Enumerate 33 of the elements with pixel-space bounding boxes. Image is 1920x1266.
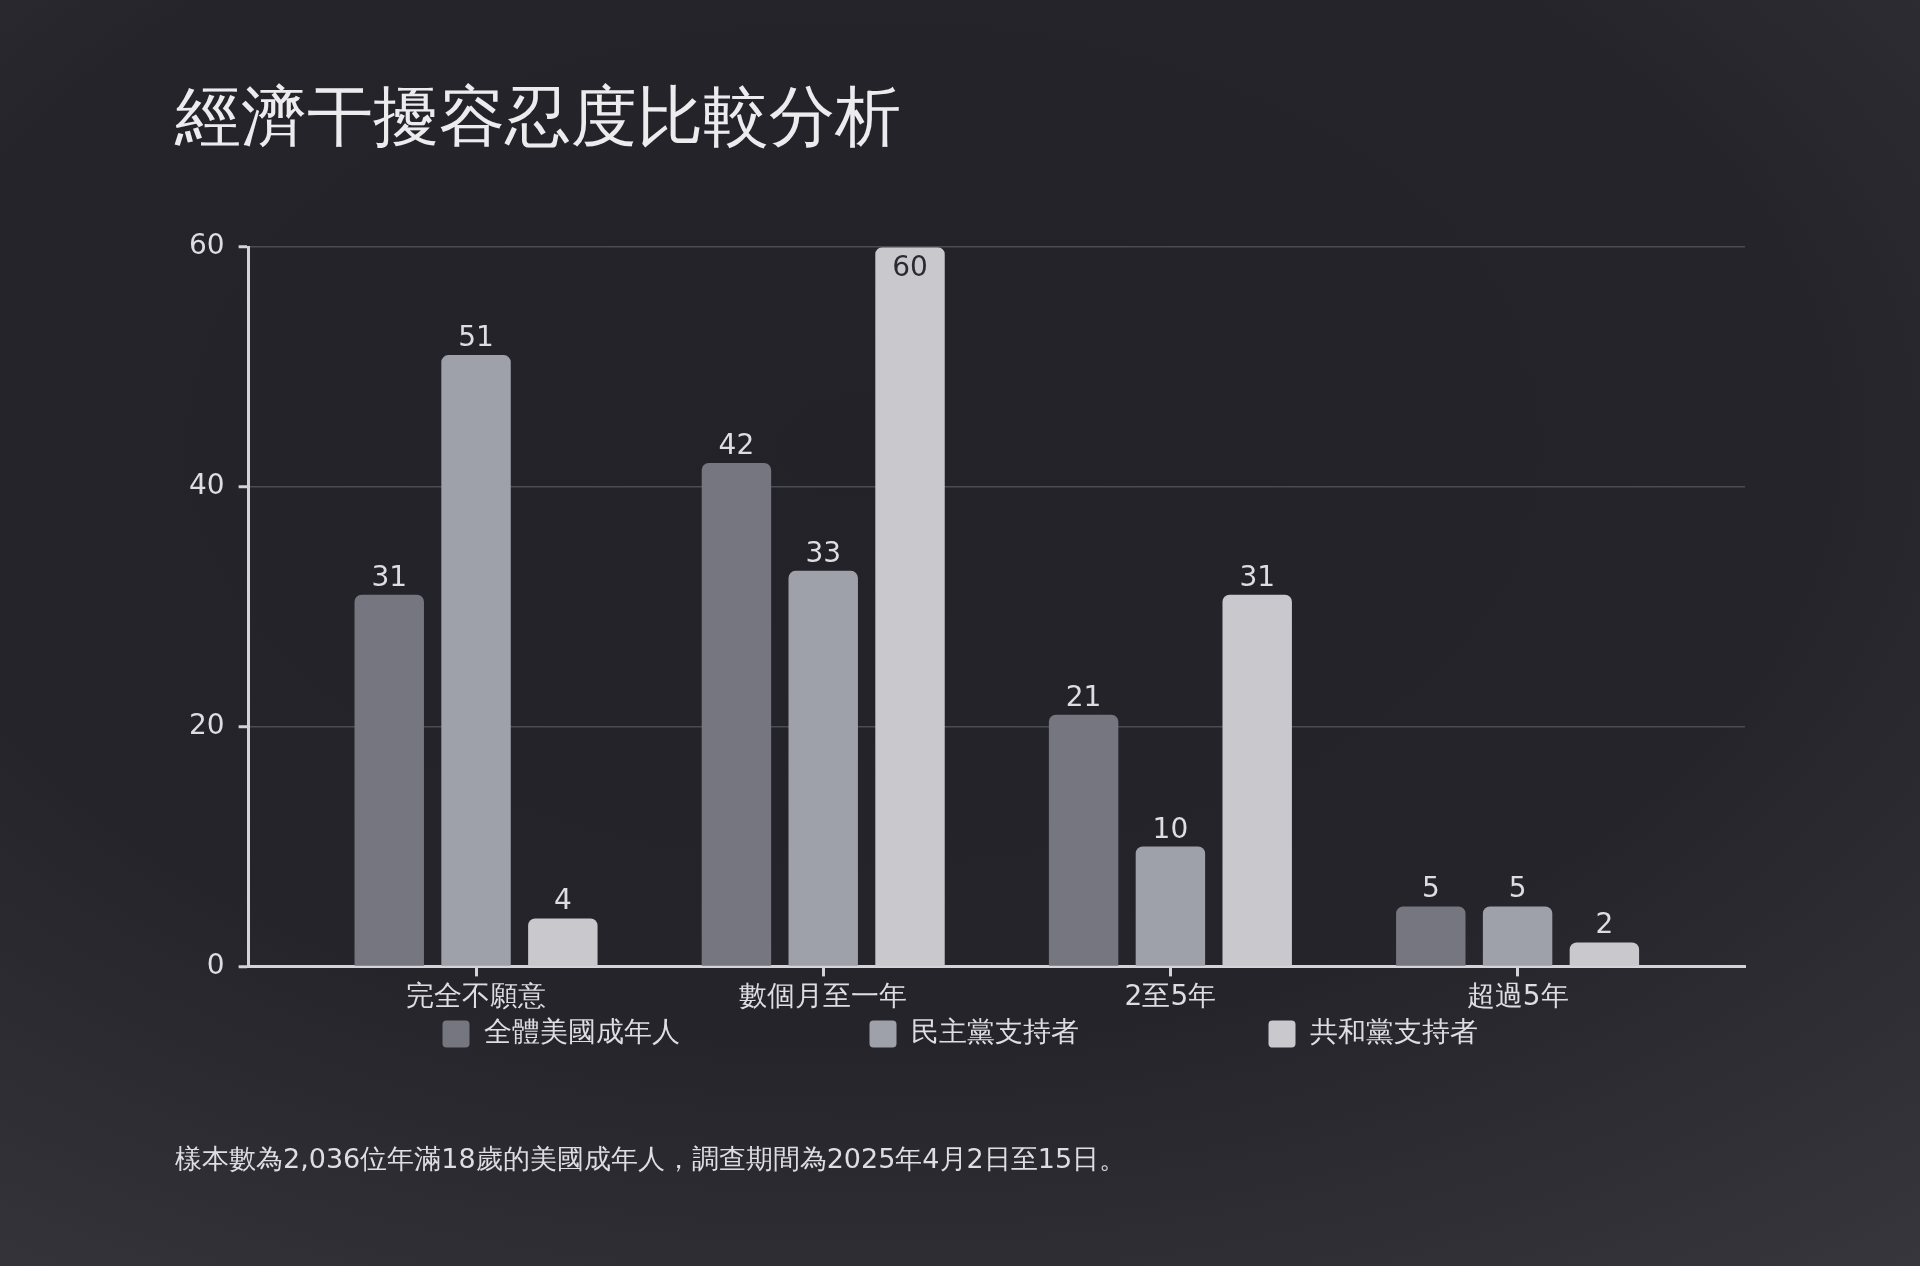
y-tick-label: 20 bbox=[188, 707, 225, 741]
data-label: 21 bbox=[1065, 679, 1102, 713]
bar bbox=[1396, 906, 1466, 966]
data-label: 33 bbox=[805, 535, 842, 569]
bar bbox=[1482, 906, 1553, 966]
legend-label: 全體美國成年人 bbox=[483, 1015, 680, 1049]
data-label: 60 bbox=[892, 250, 928, 284]
data-label: 2 bbox=[1595, 907, 1614, 941]
data-label: 4 bbox=[553, 883, 572, 917]
data-label: 10 bbox=[1152, 811, 1189, 845]
bar bbox=[441, 355, 511, 966]
bar bbox=[1048, 714, 1119, 966]
data-label: 51 bbox=[458, 320, 494, 354]
chart-title: 經濟干擾容忍度比較分析 bbox=[174, 77, 901, 155]
bar bbox=[354, 594, 424, 966]
bar bbox=[1135, 846, 1206, 966]
data-label: 5 bbox=[1421, 871, 1440, 905]
data-label: 42 bbox=[718, 427, 755, 461]
text: 樣本數為2,036位年滿18歲的美國成年人，調查期間為2025年4月2日至15日。 bbox=[175, 1143, 1127, 1175]
data-label: 5 bbox=[1508, 871, 1527, 905]
y-tick-label: 0 bbox=[206, 947, 225, 981]
data-label: 31 bbox=[371, 559, 408, 593]
x-tick-label: 2至5年 bbox=[1124, 979, 1217, 1013]
bar bbox=[788, 570, 858, 966]
x-tick-label: 超過5年 bbox=[1466, 979, 1569, 1013]
legend-label: 民主黨支持者 bbox=[910, 1015, 1079, 1049]
data-label: 31 bbox=[1239, 559, 1276, 593]
x-tick-label: 完全不願意 bbox=[406, 979, 547, 1013]
legend-label: 共和黨支持者 bbox=[1309, 1015, 1478, 1049]
y-tick-label: 60 bbox=[188, 228, 225, 262]
y-tick-label: 40 bbox=[188, 468, 225, 502]
x-tick-label: 數個月至一年 bbox=[739, 979, 908, 1013]
bar bbox=[701, 462, 772, 966]
